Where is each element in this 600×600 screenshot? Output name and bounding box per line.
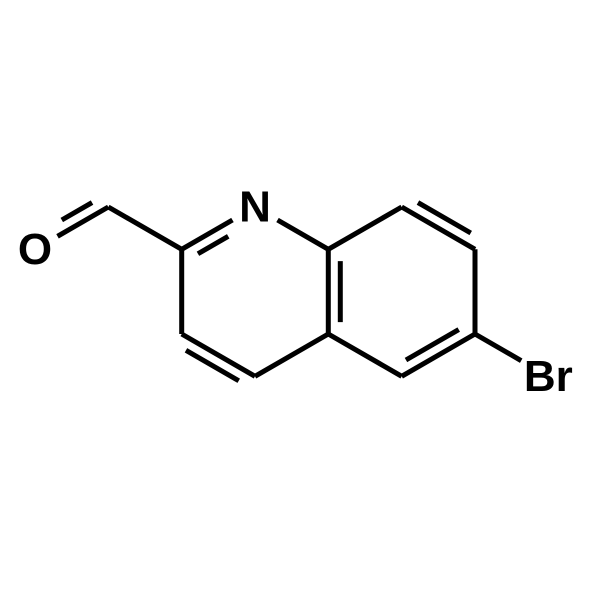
bond [328, 207, 401, 249]
bond [182, 220, 233, 249]
bond [406, 330, 459, 360]
bond [108, 207, 181, 249]
atom-label-o: O [18, 225, 52, 274]
atom-label-n1: N [239, 183, 271, 232]
bond [58, 207, 109, 236]
bond [475, 334, 521, 361]
bond [418, 203, 471, 233]
bond [186, 350, 239, 380]
bond [278, 220, 329, 249]
bond [328, 334, 401, 376]
atom-label-br: Br [524, 352, 573, 401]
molecule-canvas: N O Br [0, 0, 600, 600]
bond [255, 334, 328, 376]
